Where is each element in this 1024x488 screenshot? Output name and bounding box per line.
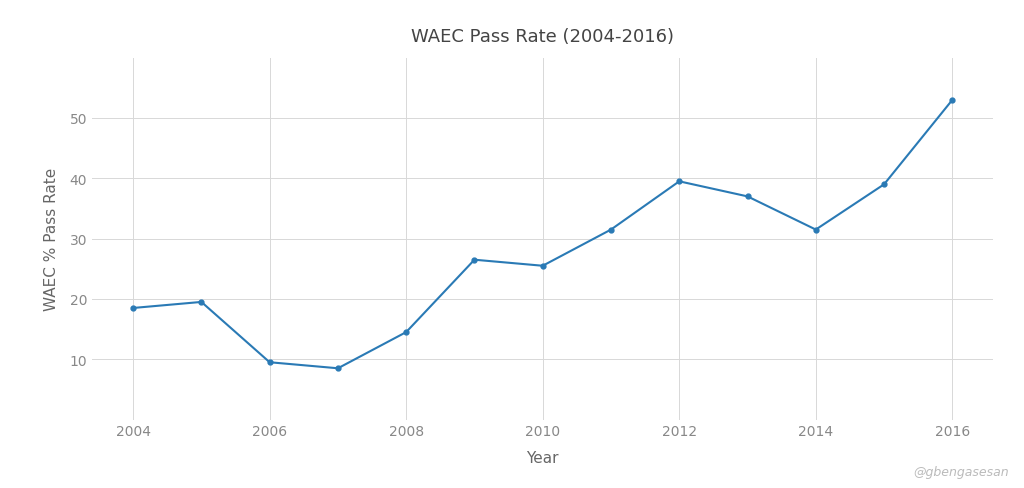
Title: WAEC Pass Rate (2004-2016): WAEC Pass Rate (2004-2016) bbox=[412, 28, 674, 46]
X-axis label: Year: Year bbox=[526, 449, 559, 465]
Text: @gbengasesan: @gbengasesan bbox=[913, 465, 1009, 478]
Y-axis label: WAEC % Pass Rate: WAEC % Pass Rate bbox=[44, 168, 58, 310]
